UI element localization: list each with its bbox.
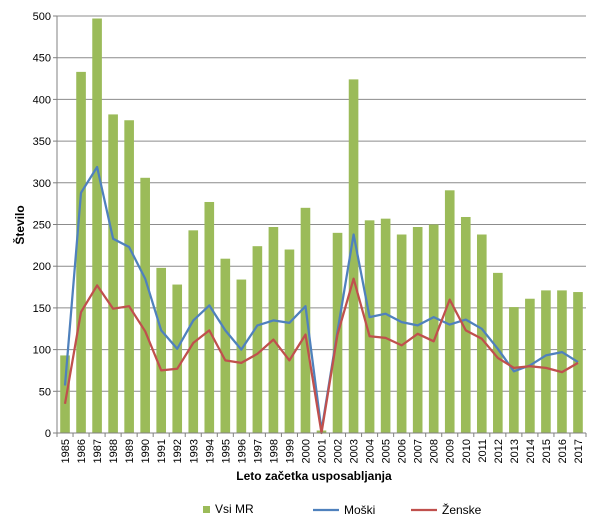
x-tick-label: 1987 — [92, 439, 104, 463]
x-tick-label: 2001 — [317, 439, 329, 463]
y-tick-label: 50 — [39, 386, 51, 398]
bar-1991 — [156, 267, 167, 433]
bar-2012 — [493, 272, 503, 433]
x-tick-label: 2017 — [573, 439, 585, 463]
x-tick-label: 2003 — [349, 439, 361, 463]
bar-2015 — [541, 290, 551, 433]
x-tick-label: 2012 — [493, 439, 505, 463]
bar-series — [60, 18, 583, 434]
axes — [53, 15, 587, 437]
x-tick-label: 2002 — [333, 439, 345, 463]
y-tick-label: 250 — [33, 220, 51, 232]
bar-1996 — [236, 279, 247, 433]
bar-1998 — [268, 227, 279, 433]
x-tick-label: 2008 — [429, 439, 441, 463]
bar-1988 — [108, 114, 118, 434]
bar-2011 — [476, 234, 487, 433]
legend-swatch — [203, 506, 210, 513]
x-tick-label: 2004 — [365, 439, 377, 463]
legend: Vsi MR Moški Ženske — [203, 502, 482, 517]
x-tick-label: 1988 — [108, 439, 120, 463]
x-tick-label: 2016 — [557, 439, 569, 463]
y-tick-label: 350 — [33, 136, 51, 148]
x-tick-label: 2006 — [397, 439, 409, 463]
x-tick-label: 2007 — [413, 439, 425, 463]
bar-1999 — [284, 249, 295, 433]
legend-label: Ženske — [442, 502, 482, 517]
bar-2008 — [428, 224, 439, 433]
bar-1994 — [204, 201, 215, 433]
bar-2007 — [412, 227, 423, 433]
x-tick-label: 1994 — [204, 439, 216, 463]
bar-1987 — [92, 18, 102, 433]
x-tick-label: 1998 — [268, 439, 280, 463]
y-tick-label: 500 — [33, 11, 51, 23]
y-tick-label: 400 — [33, 94, 51, 106]
x-tick-label: 2009 — [445, 439, 457, 463]
y-tick-labels: 0 50 100 150 200 250 300 350 400 450 500 — [33, 11, 51, 440]
bar-2005 — [380, 218, 391, 433]
bar-1986 — [76, 71, 86, 434]
bar-2010 — [460, 216, 471, 433]
x-tick-label: 2011 — [477, 439, 489, 463]
bar-1989 — [124, 120, 134, 433]
legend-label: Moški — [344, 503, 375, 517]
x-tick-label: 1992 — [172, 439, 184, 463]
x-tick-labels: 1985 1986 1987 1988 1989 1990 1991 1992 1993 1994… — [60, 439, 585, 463]
x-tick-label: 2010 — [461, 439, 473, 463]
x-tick-label: 1990 — [140, 439, 152, 463]
bar-2009 — [444, 190, 455, 433]
bar-2016 — [557, 290, 567, 433]
y-axis-title: Število — [12, 205, 27, 244]
x-tick-label: 1997 — [252, 439, 264, 463]
y-tick-label: 300 — [33, 178, 51, 190]
x-tick-label: 1986 — [76, 439, 88, 463]
x-tick-label: 1991 — [156, 439, 168, 463]
x-tick-label: 2000 — [300, 439, 312, 463]
bar-2017 — [573, 292, 583, 433]
x-tick-label: 2013 — [509, 439, 521, 463]
x-tick-label: 1989 — [124, 439, 136, 463]
bar-1992 — [172, 284, 183, 433]
bar-2004 — [364, 220, 375, 433]
gridlines — [57, 15, 586, 392]
x-tick-label: 2014 — [525, 439, 537, 463]
x-tick-label: 2015 — [541, 439, 553, 463]
x-tick-label: 2005 — [381, 439, 393, 463]
bar-1995 — [220, 258, 231, 433]
bar-1997 — [252, 246, 263, 433]
y-tick-label: 450 — [33, 53, 51, 65]
y-tick-label: 100 — [33, 345, 51, 357]
y-tick-label: 150 — [33, 303, 51, 315]
bar-2000 — [300, 207, 311, 433]
x-tick-label: 1995 — [220, 439, 232, 463]
bar-1993 — [188, 230, 199, 433]
bar-2006 — [396, 234, 407, 433]
x-tick-label: 1985 — [60, 439, 72, 463]
x-tick-label: 1999 — [284, 439, 296, 463]
bar-1990 — [140, 177, 150, 433]
x-tick-label: 1996 — [236, 439, 248, 463]
x-tick-label: 1993 — [188, 439, 200, 463]
y-tick-label: 200 — [33, 261, 51, 273]
y-tick-label: 0 — [45, 428, 51, 440]
legend-label: Vsi MR — [215, 502, 254, 516]
bar-1985 — [60, 355, 70, 433]
bar-2003 — [348, 79, 359, 433]
x-axis-title: Leto začetka usposabljanja — [236, 469, 392, 483]
